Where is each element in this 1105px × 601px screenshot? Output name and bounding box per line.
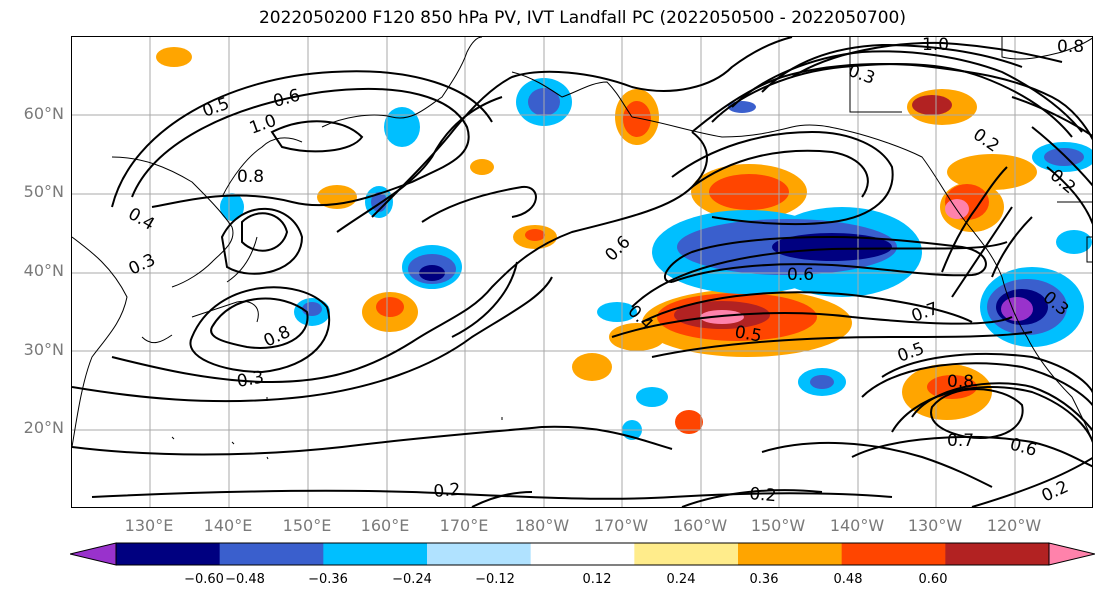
colorbar-swatch bbox=[530, 543, 635, 565]
colorbar-swatch bbox=[841, 543, 946, 565]
lat-label-40n: 40°N bbox=[23, 261, 64, 280]
coastlines bbox=[72, 37, 1092, 460]
contour-label: 0.6 bbox=[1008, 435, 1039, 461]
lat-label-20n: 20°N bbox=[23, 418, 64, 437]
lon-label: 130°E bbox=[124, 516, 174, 535]
map-panel: 0.5 0.6 1.0 0.8 0.4 0.3 0.8 0.6 0.4 0.6 … bbox=[71, 36, 1093, 508]
contour-label: 0.6 bbox=[787, 265, 814, 285]
contour-label: 0.5 bbox=[733, 322, 763, 346]
colorbar-tick-label: 0.60 bbox=[918, 572, 948, 587]
colorbar-tick-label: 0.24 bbox=[666, 572, 696, 587]
map-canvas: 0.5 0.6 1.0 0.8 0.4 0.3 0.8 0.6 0.4 0.6 … bbox=[72, 37, 1092, 507]
contour-label: 0.8 bbox=[947, 372, 974, 392]
colorbar-swatch bbox=[323, 543, 428, 565]
colorbar-left-arrow bbox=[70, 542, 117, 566]
lon-label: 170°W bbox=[593, 516, 649, 535]
contour-label: 1.0 bbox=[922, 37, 949, 55]
colorbar-tick-label: −0.24 bbox=[392, 572, 432, 587]
contour-label: 0.4 bbox=[125, 204, 158, 235]
colorbar-swatch bbox=[427, 543, 532, 565]
colorbar-tick-label: 0.48 bbox=[833, 572, 863, 587]
lon-label: 120°W bbox=[986, 516, 1042, 535]
lon-label: 130°W bbox=[907, 516, 963, 535]
colorbar-swatch bbox=[219, 543, 324, 565]
lon-label: 140°W bbox=[829, 516, 885, 535]
colorbar-tick-label: −0.36 bbox=[308, 572, 348, 587]
colorbar-swatch bbox=[945, 543, 1050, 565]
lat-label-30n: 30°N bbox=[23, 340, 64, 359]
colorbar-swatch bbox=[634, 543, 739, 565]
contour-label: 0.6 bbox=[601, 232, 634, 265]
colorbar-swatches bbox=[70, 543, 1095, 565]
contour-label: 0.3 bbox=[235, 368, 265, 392]
colorbar-right-arrow bbox=[1048, 542, 1095, 566]
lon-label: 170°E bbox=[439, 516, 489, 535]
contour-label: 0.5 bbox=[895, 339, 927, 367]
contour-label: 0.8 bbox=[1057, 37, 1084, 57]
contour-label: 0.2 bbox=[969, 125, 1003, 157]
lat-label-60n: 60°N bbox=[23, 104, 64, 123]
pv-contours bbox=[72, 37, 1092, 507]
colorbar-tick-label: 0.36 bbox=[749, 572, 779, 587]
lon-label: 180°W bbox=[514, 516, 570, 535]
colorbar-extend-swatch bbox=[1049, 543, 1095, 565]
colorbar-extend-swatch bbox=[70, 543, 116, 565]
lon-label: 150°W bbox=[750, 516, 806, 535]
lon-label: 150°E bbox=[282, 516, 332, 535]
contour-label: 0.2 bbox=[433, 480, 462, 502]
lon-label: 160°E bbox=[360, 516, 410, 535]
colorbar-swatch bbox=[116, 543, 221, 565]
lon-label: 140°E bbox=[203, 516, 253, 535]
contour-label: 0.8 bbox=[237, 167, 264, 187]
colorbar-tick-label: −0.60 bbox=[184, 572, 224, 587]
lon-label: 160°W bbox=[672, 516, 728, 535]
colorbar-tick-label: 0.12 bbox=[582, 572, 612, 587]
contour-label: 0.2 bbox=[749, 484, 778, 506]
colorbar bbox=[70, 542, 1095, 566]
contour-label: 0.3 bbox=[126, 250, 159, 280]
colorbar-tick-label: −0.12 bbox=[475, 572, 515, 587]
contour-label: 0.6 bbox=[271, 86, 302, 112]
contour-label: 0.7 bbox=[947, 431, 974, 451]
lat-label-50n: 50°N bbox=[23, 182, 64, 201]
figure-title: 2022050200 F120 850 hPa PV, IVT Landfall… bbox=[258, 8, 906, 28]
colorbar-swatch bbox=[738, 543, 843, 565]
colorbar-tick-label: −0.48 bbox=[225, 572, 265, 587]
